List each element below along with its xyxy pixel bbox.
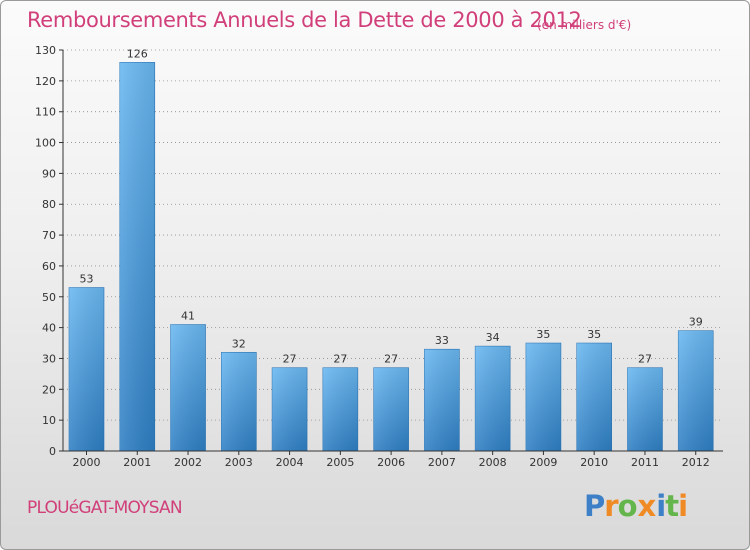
bar-shine-2012: [678, 330, 714, 451]
chart-subtitle: (en milliers d'€): [537, 18, 632, 32]
x-tick-label: 2004: [276, 456, 304, 469]
y-tick-label: 70: [42, 229, 56, 242]
x-tick-label: 2001: [123, 456, 151, 469]
x-tick-label: 2012: [682, 456, 710, 469]
bar-shine-2001: [119, 62, 155, 451]
x-tick-label: 2003: [225, 456, 253, 469]
y-tick-label: 100: [35, 137, 56, 150]
logo-letter: x: [637, 489, 657, 523]
bar-value-label: 41: [181, 310, 195, 323]
x-tick-label: 2005: [326, 456, 354, 469]
x-tick-label: 2009: [529, 456, 557, 469]
bar-value-label: 27: [384, 353, 398, 366]
bar-shine-2008: [475, 346, 511, 451]
bar-shine-2000: [69, 287, 104, 451]
bar-value-label: 39: [689, 316, 703, 329]
bar-value-label: 27: [333, 353, 347, 366]
logo-letter: i: [656, 489, 666, 523]
logo-letter: i: [678, 489, 688, 523]
y-tick-label: 90: [42, 167, 56, 180]
x-tick-label: 2010: [580, 456, 608, 469]
bar-value-label: 27: [638, 353, 652, 366]
bar-value-label: 126: [127, 47, 148, 60]
bar-series: [68, 62, 714, 452]
y-tick-label: 10: [42, 414, 56, 427]
logo-letter: t: [665, 489, 679, 523]
y-tick-label: 60: [42, 260, 56, 273]
y-tick-label: 50: [42, 291, 56, 304]
bar-value-label: 34: [486, 331, 500, 344]
y-tick-label: 40: [42, 322, 56, 335]
logo-letter: r: [604, 489, 618, 523]
x-tick-label: 2011: [631, 456, 659, 469]
y-tick-label: 30: [42, 352, 56, 365]
bar-shine-2011: [627, 367, 663, 451]
y-tick-label: 120: [35, 75, 56, 88]
commune-name: PLOUéGAT-MOYSAN: [27, 498, 183, 518]
x-tick-label: 2008: [479, 456, 507, 469]
chart-labels: 0 10 20 30 40 50 60 70 80 90 100 110 120 130 53 2000 126…: [35, 44, 710, 469]
bar-value-label: 53: [80, 273, 94, 286]
logo-letter: o: [617, 489, 638, 523]
y-tick-label: 20: [42, 383, 56, 396]
y-tick-label: 130: [35, 44, 56, 57]
bar-shine-2007: [424, 349, 460, 451]
y-tick-label: 0: [49, 445, 56, 458]
bar-value-label: 35: [536, 328, 550, 341]
y-tick-label: 110: [35, 106, 56, 119]
bar-value-label: 33: [435, 334, 449, 347]
bar-shine-2009: [525, 343, 561, 451]
y-tick-label: 80: [42, 198, 56, 211]
bar-shine-2006: [373, 367, 409, 451]
bar-value-label: 27: [283, 353, 297, 366]
bar-value-label: 35: [587, 328, 601, 341]
chart-axes: [59, 49, 723, 455]
bar-shine-2004: [272, 367, 308, 451]
proxiti-logo: P r o x i t i: [584, 489, 692, 527]
bar-shine-2010: [576, 343, 612, 451]
x-tick-label: 2000: [73, 456, 101, 469]
x-tick-label: 2006: [377, 456, 405, 469]
logo-letter: P: [584, 489, 605, 523]
bar-shine-2003: [221, 352, 257, 451]
bar-value-label: 32: [232, 337, 246, 350]
chart-title: Remboursements Annuels de la Dette de 20…: [27, 8, 582, 32]
x-tick-label: 2007: [428, 456, 456, 469]
x-tick-label: 2002: [174, 456, 202, 469]
bar-shine-2002: [170, 324, 206, 451]
bar-shine-2005: [322, 367, 358, 451]
